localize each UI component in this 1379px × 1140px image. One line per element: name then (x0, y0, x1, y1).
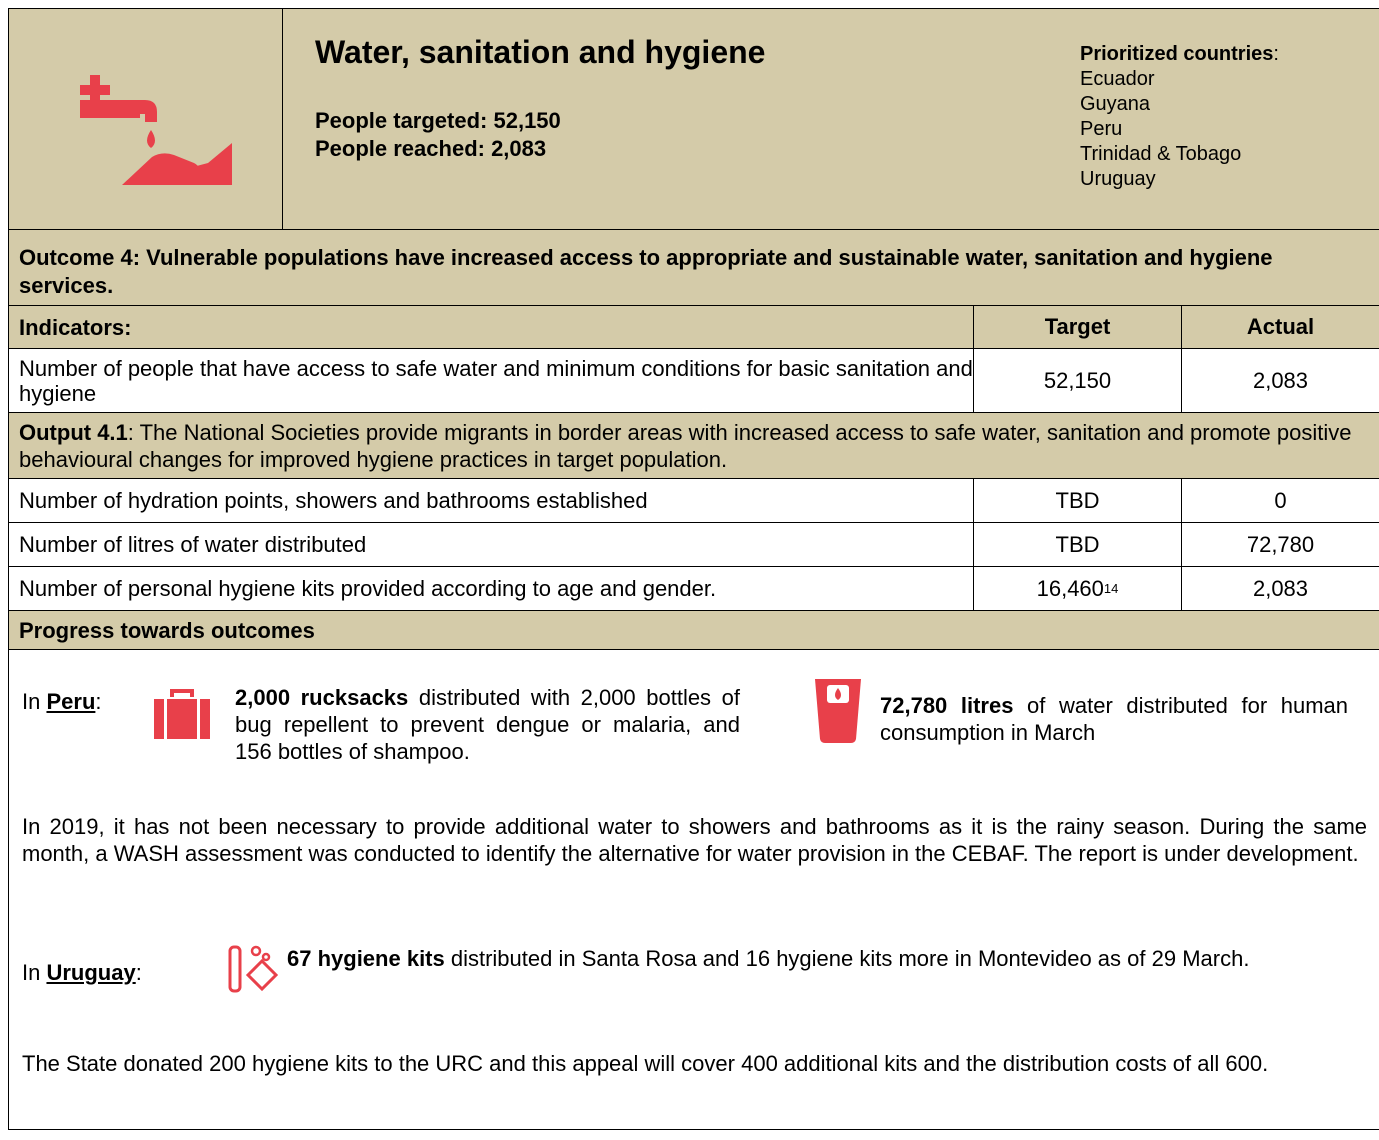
value-cell: 72,780 (1181, 522, 1379, 567)
country: Guyana (1080, 93, 1151, 115)
water-icon (80, 75, 232, 185)
indicator-cell: Indicators: (8, 305, 974, 349)
value-cell: Target (973, 305, 1182, 349)
header-box (8, 8, 1379, 229)
colon: : (95, 689, 102, 714)
value-cell: TBD (973, 522, 1182, 567)
peru-item2: 72,780 litres of water distributed for h… (880, 692, 1348, 746)
indicator-cell: Number of personal hygiene kits provided… (8, 566, 974, 611)
value-cell: 2,083 (1181, 348, 1379, 413)
countries-label: Prioritized countries: (1080, 42, 1279, 67)
prefix: In (22, 689, 47, 714)
country: Uruguay (1080, 168, 1156, 190)
indicator-cell: Number of people that have access to saf… (8, 348, 974, 413)
value-cell: TBD (973, 478, 1182, 523)
text: distributed with 2,000 bottles of bug re… (235, 685, 740, 764)
value-cell: 16,460 14 (973, 566, 1182, 611)
uruguay-item: 67 hygiene kits distributed in Santa Ros… (287, 945, 1357, 972)
country-list: Ecuador Guyana Peru Trinidad & Tobago Urugua… (1080, 67, 1279, 192)
text: of water distributed for human consumpti… (880, 693, 1349, 745)
label: Prioritized countries (1080, 43, 1274, 65)
text: distributed in Santa Rosa and 16 hygiene… (444, 946, 1250, 971)
country: Peru (1080, 118, 1123, 140)
footnote: 14 (1103, 581, 1119, 596)
highlight: 67 hygiene kits (287, 946, 445, 971)
uruguay-paragraph: The State donated 200 hygiene kits to th… (22, 1051, 1269, 1076)
indicator-cell: Number of litres of water distributed (8, 522, 974, 567)
water-glass-icon (815, 679, 861, 743)
country: Ecuador (1080, 68, 1155, 90)
output-text: : The National Societies provide migrant… (19, 420, 1352, 472)
countries-block: Prioritized countries: Ecuador Guyana Peru… (1080, 42, 1279, 192)
output: Output 4.1: The National Societies provi… (8, 412, 1379, 479)
indicator-cell: Number of hydration points, showers and … (8, 478, 974, 523)
outcome: Outcome 4: Vulnerable populations have i… (8, 229, 1379, 306)
colon: : (1273, 43, 1279, 65)
uruguay-label: In Uruguay: (22, 960, 142, 986)
rucksack-icon (154, 689, 210, 739)
people-targeted: People targeted: 52,150 (315, 108, 561, 133)
colon: : (135, 960, 142, 985)
hygiene-kit-icon (228, 945, 278, 993)
title: Water, sanitation and hygiene (315, 34, 766, 70)
peru-paragraph: In 2019, it has not been necessary to pr… (22, 814, 1367, 866)
peru-label: In Peru: (22, 689, 102, 715)
people-reached: People reached: 2,083 (315, 136, 547, 161)
highlight: 72,780 litres (880, 693, 1014, 718)
divider (282, 8, 283, 229)
country: Trinidad & Tobago (1080, 143, 1242, 165)
value-cell: Actual (1181, 305, 1379, 349)
value-cell: 0 (1181, 478, 1379, 523)
progress-title: Progress towards outcomes (8, 610, 1379, 650)
country: Uruguay (46, 960, 136, 985)
value-cell: 2,083 (1181, 566, 1379, 611)
value-cell: 52,150 (973, 348, 1182, 413)
prefix: In (22, 960, 47, 985)
highlight: 2,000 rucksacks (235, 685, 409, 710)
country: Peru (46, 689, 96, 714)
output-label: Output 4.1 (19, 420, 128, 445)
peru-item1: 2,000 rucksacks distributed with 2,000 b… (235, 684, 740, 765)
